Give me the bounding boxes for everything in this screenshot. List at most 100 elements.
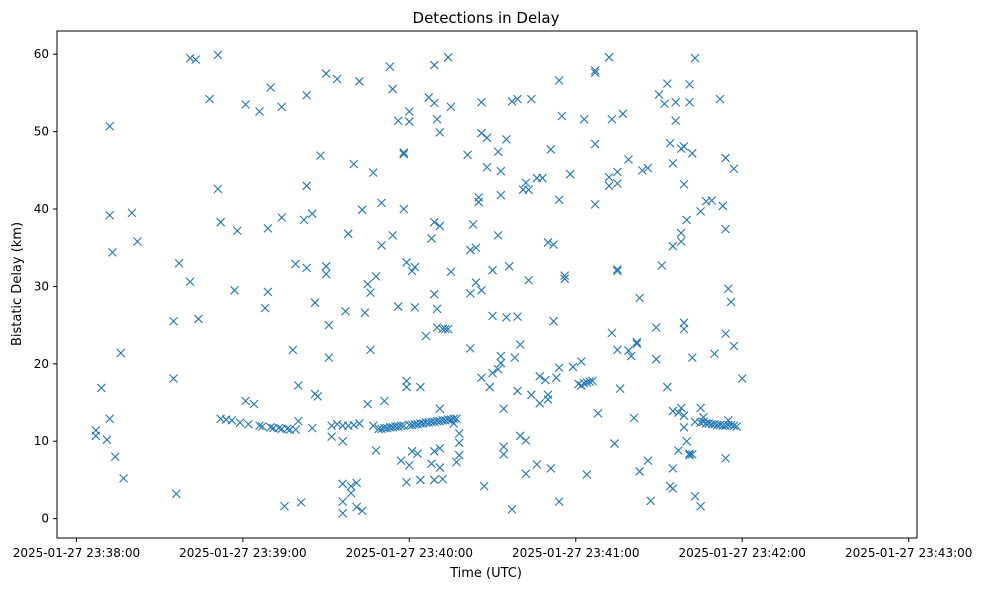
data-point [307,209,317,219]
data-point [296,498,306,507]
data-point [385,62,395,71]
data-point [105,414,115,424]
data-point [493,147,503,157]
data-point [685,450,694,460]
data-point [726,297,736,307]
data-point [368,168,378,178]
y-axis-label: Bistatic Delay (km) [10,222,25,346]
data-point [429,446,439,456]
data-point [110,452,120,462]
data-point [299,215,309,225]
data-point [241,100,251,109]
data-point [402,258,411,267]
data-point [721,453,730,463]
data-point [685,97,694,107]
y-tick-label: 10 [34,434,49,448]
data-point [235,418,245,428]
data-point [546,145,556,154]
data-point [194,314,203,324]
data-point [332,419,342,429]
data-point [496,351,506,361]
x-tick-label: 2025-01-27 23:39:00 [179,546,306,560]
data-point [612,266,622,276]
data-point [388,230,398,240]
data-point [227,415,237,425]
data-point [241,396,251,406]
data-point [507,97,517,106]
data-point [105,210,115,220]
data-point [510,353,520,363]
data-point [685,449,694,459]
data-point [402,382,411,392]
data-point [427,459,436,469]
data-point [515,431,525,441]
data-point [324,320,334,330]
data-point [665,138,675,148]
data-point [171,489,181,499]
data-point [687,450,697,459]
data-point [637,165,647,175]
data-point [443,324,453,334]
data-point [474,193,484,202]
data-point [515,340,525,349]
data-point [404,117,414,126]
data-markers [91,50,747,518]
data-point [230,285,239,295]
data-point [685,80,694,89]
data-point [274,423,284,433]
data-point [399,204,409,214]
data-point [710,349,719,359]
data-point [174,258,184,268]
x-tick-label: 2025-01-27 23:38:00 [13,546,140,560]
data-point [554,363,564,373]
data-point [643,456,653,465]
data-point [560,271,570,280]
data-point [474,197,484,207]
data-point [357,205,367,215]
data-point [543,237,553,247]
data-point [427,234,436,243]
data-point [499,404,509,414]
data-point [477,128,486,138]
data-point [604,52,614,62]
data-point [721,329,730,339]
data-point [493,230,503,240]
data-point [549,240,558,250]
data-point [266,422,276,432]
data-point [169,316,178,326]
data-point [579,114,589,124]
data-point [205,94,214,104]
data-point [465,289,475,298]
data-point [363,399,373,409]
data-point [429,217,439,227]
data-point [435,221,445,231]
data-point [610,439,620,448]
data-point [349,159,359,169]
data-point [482,162,492,172]
data-point [554,497,564,507]
data-point [346,481,356,491]
data-point [679,411,689,421]
data-point [679,318,689,328]
data-point [707,196,717,205]
data-point [366,288,375,298]
data-point [668,241,678,251]
data-point [452,414,461,424]
data-point [674,408,683,417]
data-point [521,436,531,445]
data-point [438,474,448,484]
data-point [543,395,553,404]
data-point [366,345,375,355]
data-point [635,293,644,303]
data-point [737,374,747,383]
data-point [682,215,692,225]
data-point [396,421,406,431]
data-point [413,449,423,459]
data-point [496,166,506,176]
data-point [554,195,564,205]
data-point [568,362,578,372]
data-point [687,148,697,158]
data-point [549,316,558,326]
data-point [429,60,439,70]
